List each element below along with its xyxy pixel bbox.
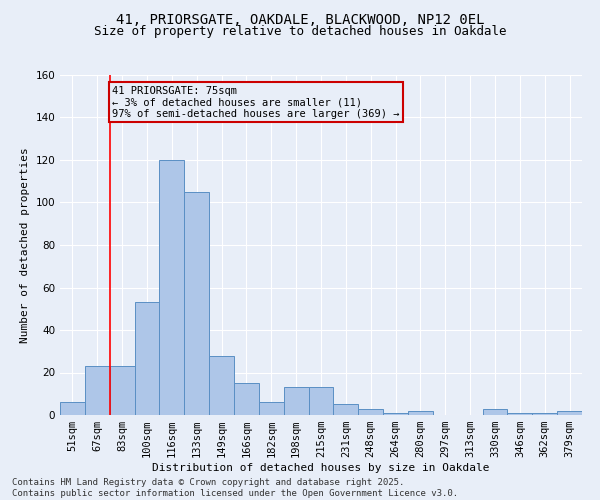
Bar — [184, 192, 209, 415]
Bar — [508, 413, 532, 415]
Bar — [482, 408, 508, 415]
Bar — [358, 408, 383, 415]
Bar — [110, 366, 134, 415]
Bar — [383, 413, 408, 415]
Bar — [557, 411, 582, 415]
Bar — [334, 404, 358, 415]
Text: 41 PRIORSGATE: 75sqm
← 3% of detached houses are smaller (11)
97% of semi-detach: 41 PRIORSGATE: 75sqm ← 3% of detached ho… — [112, 86, 400, 119]
Bar — [134, 302, 160, 415]
Text: Contains HM Land Registry data © Crown copyright and database right 2025.
Contai: Contains HM Land Registry data © Crown c… — [12, 478, 458, 498]
Bar — [234, 383, 259, 415]
Bar — [532, 413, 557, 415]
X-axis label: Distribution of detached houses by size in Oakdale: Distribution of detached houses by size … — [152, 463, 490, 473]
Bar — [408, 411, 433, 415]
Text: 41, PRIORSGATE, OAKDALE, BLACKWOOD, NP12 0EL: 41, PRIORSGATE, OAKDALE, BLACKWOOD, NP12… — [116, 12, 484, 26]
Bar — [259, 402, 284, 415]
Bar — [209, 356, 234, 415]
Bar — [85, 366, 110, 415]
Y-axis label: Number of detached properties: Number of detached properties — [20, 147, 30, 343]
Bar — [308, 388, 334, 415]
Bar — [160, 160, 184, 415]
Text: Size of property relative to detached houses in Oakdale: Size of property relative to detached ho… — [94, 25, 506, 38]
Bar — [60, 402, 85, 415]
Bar — [284, 388, 308, 415]
